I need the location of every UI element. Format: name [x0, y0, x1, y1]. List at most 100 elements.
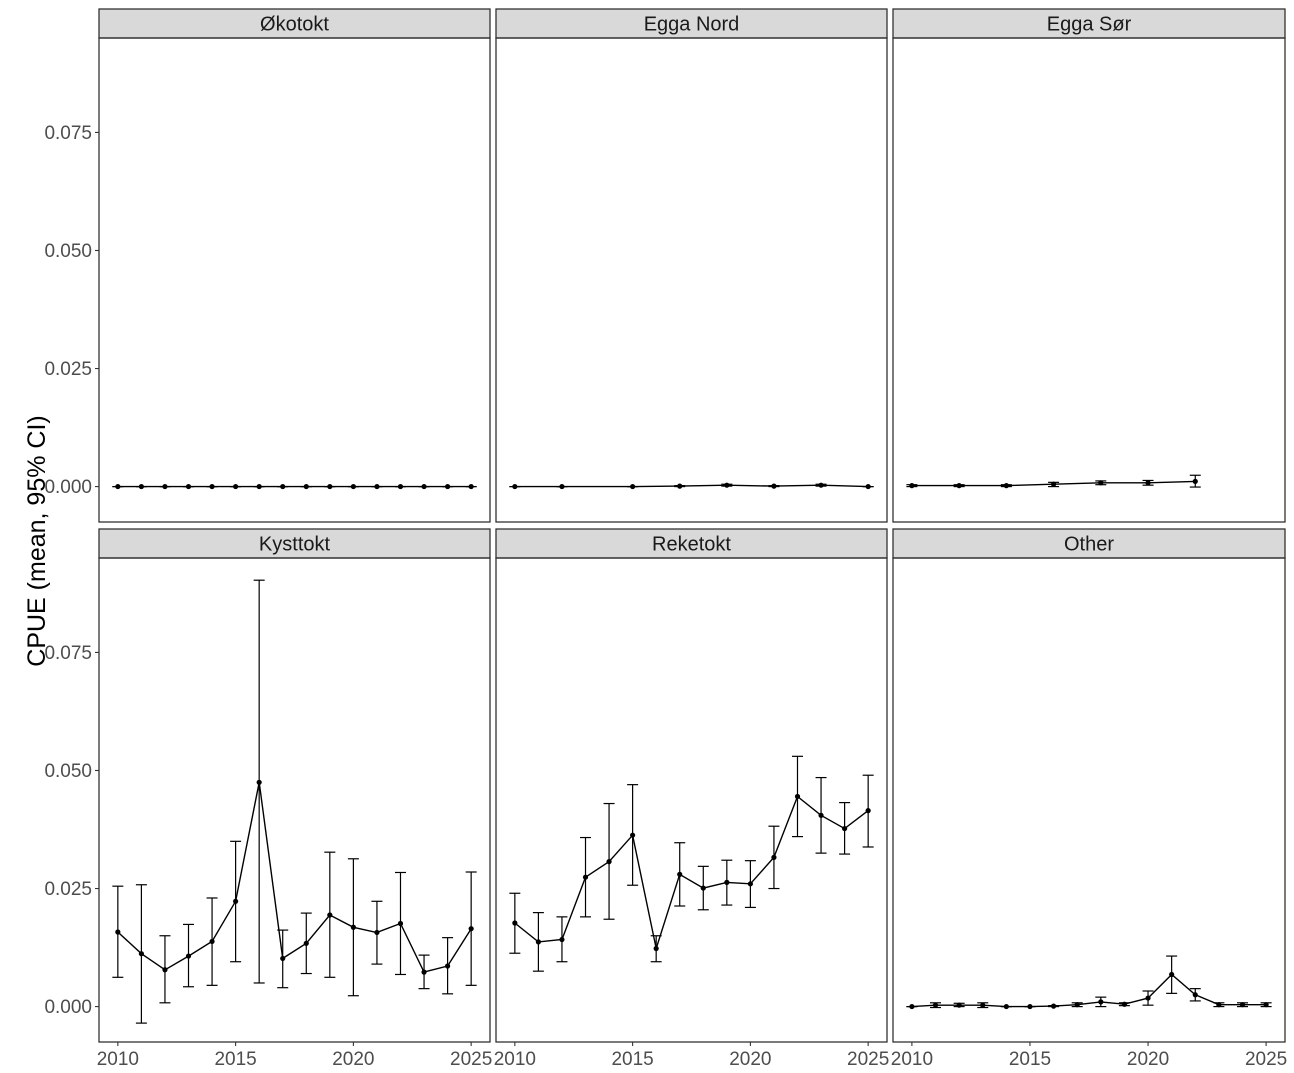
facet-panel: Other 2010 2015 2020 2025: [891, 528, 1287, 1070]
data-point: [280, 483, 286, 490]
data-point: [1263, 1002, 1269, 1008]
data-point: [138, 951, 144, 957]
data-point: [327, 483, 333, 490]
facet-panel: Økotokt 0.000 0.025 0.050 0.075: [44, 8, 491, 523]
y-tick-label: 0.050: [44, 241, 92, 262]
data-point: [1050, 481, 1057, 487]
data-point: [606, 859, 612, 865]
facet-strip: [495, 8, 888, 39]
data-point: [256, 483, 262, 490]
data-point: [1121, 1001, 1128, 1007]
data-point: [818, 812, 824, 818]
facet-panels: Økotokt 0.000 0.025 0.050 0.075 Egga Nord Egga…: [44, 8, 1287, 1070]
data-point: [677, 871, 683, 877]
data-point: [559, 936, 565, 943]
data-point: [327, 912, 333, 918]
facet-strip: [495, 528, 888, 559]
data-point: [724, 879, 730, 885]
x-tick-label: 2010: [97, 1049, 139, 1070]
data-point: [115, 483, 121, 490]
data-point: [1098, 480, 1104, 486]
x-tick-label: 2020: [332, 1049, 374, 1070]
data-point: [1192, 478, 1198, 484]
data-point: [1216, 1002, 1222, 1008]
facet-title: Egga Sør: [1047, 14, 1132, 36]
data-point: [468, 483, 474, 490]
y-tick-label: 0.000: [44, 997, 92, 1018]
data-point: [909, 483, 915, 489]
data-point: [374, 483, 380, 490]
facet-title: Reketokt: [652, 534, 731, 556]
y-tick-label: 0.000: [44, 477, 92, 498]
x-tick-label: 2010: [494, 1049, 536, 1070]
data-point: [1145, 480, 1151, 486]
data-point: [956, 1002, 962, 1008]
facet-title: Kysttokt: [259, 534, 331, 556]
facet-panel: Egga Sør: [892, 8, 1286, 523]
x-tick-label: 2015: [1009, 1049, 1051, 1070]
data-point: [421, 483, 427, 490]
data-point: [350, 483, 356, 490]
panel-border: [98, 37, 491, 523]
panel-border: [495, 557, 888, 1043]
facet-title: Other: [1064, 534, 1114, 556]
data-point: [397, 483, 404, 490]
panel-border: [98, 557, 491, 1043]
facet-title: Økotokt: [260, 14, 329, 36]
data-point: [865, 483, 871, 490]
data-point: [185, 483, 192, 490]
data-point: [909, 1003, 915, 1010]
data-point: [1145, 995, 1151, 1001]
data-point: [138, 483, 144, 490]
data-point: [445, 483, 451, 490]
data-point: [468, 926, 474, 932]
facet-strip: [892, 8, 1286, 39]
data-point: [512, 920, 518, 926]
x-tick-label: 2025: [1245, 1049, 1287, 1070]
data-point: [1169, 971, 1175, 978]
data-point: [771, 854, 777, 860]
facet-panel: Reketokt 2010 2015 2020 2025: [494, 528, 889, 1070]
panel-border: [495, 37, 888, 523]
data-point: [956, 483, 962, 489]
panel-border: [892, 37, 1286, 523]
facet-panel: Egga Nord: [495, 8, 888, 523]
data-point: [233, 483, 239, 490]
panel-border: [892, 557, 1286, 1043]
data-point: [512, 483, 518, 490]
data-point: [582, 874, 589, 880]
facet-strip: [892, 528, 1286, 559]
series-line: [117, 782, 472, 973]
data-point: [1074, 1002, 1080, 1008]
data-point: [421, 969, 427, 975]
y-tick-label: 0.025: [44, 879, 92, 900]
facet-strip: [98, 8, 491, 39]
data-point: [1098, 999, 1104, 1005]
series-line: [514, 484, 869, 488]
x-tick-label: 2020: [729, 1049, 771, 1070]
data-point: [842, 825, 848, 832]
data-point: [374, 929, 380, 936]
data-point: [1027, 1003, 1033, 1010]
data-point: [162, 967, 168, 973]
data-point: [209, 938, 215, 945]
x-tick-label: 2020: [1127, 1049, 1169, 1070]
y-tick-label: 0.075: [44, 123, 92, 144]
series-line: [514, 795, 869, 952]
y-tick-label: 0.075: [44, 643, 92, 664]
data-point: [233, 898, 239, 904]
data-point: [1192, 992, 1198, 998]
data-point: [559, 483, 565, 490]
x-tick-label: 2015: [611, 1049, 653, 1070]
data-point: [700, 885, 706, 891]
data-point: [747, 881, 753, 887]
data-point: [1239, 1002, 1246, 1008]
data-point: [303, 483, 309, 490]
data-point: [397, 920, 404, 927]
data-point: [653, 945, 659, 952]
facet-title: Egga Nord: [644, 14, 740, 36]
data-point: [724, 482, 730, 488]
data-point: [630, 832, 636, 838]
series-line: [911, 973, 1267, 1008]
